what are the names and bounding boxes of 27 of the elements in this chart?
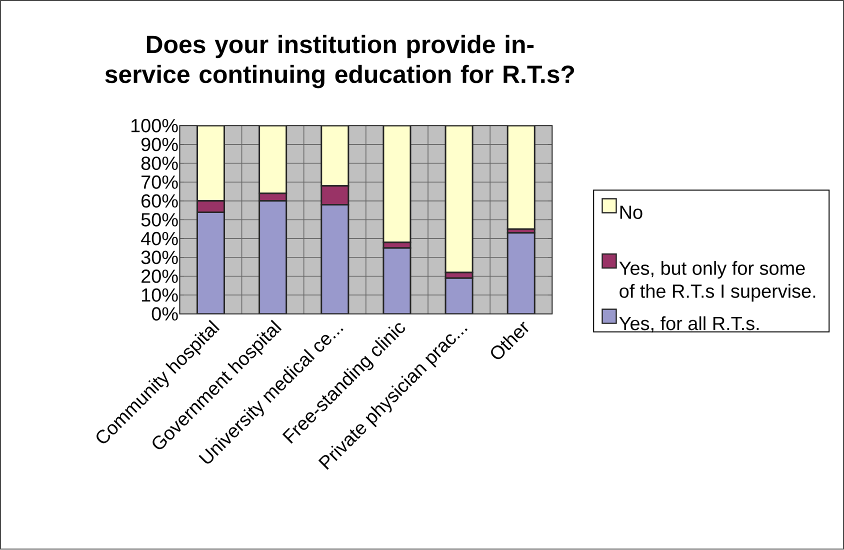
y-tick-label: 90% <box>141 138 178 152</box>
legend-label: Yes, but only for some of the R.T.s I supervise. <box>619 261 816 302</box>
legend-label: No <box>620 206 642 220</box>
y-tick-label: 30% <box>141 250 178 264</box>
chart-title: Does your institution provide in-service continuing education for R.T.s? <box>105 35 574 88</box>
y-tick-label: 80% <box>141 156 178 170</box>
bar <box>444 278 474 314</box>
y-tick-label: 100% <box>131 119 178 133</box>
y-tick-label: 60% <box>142 194 178 208</box>
bar <box>506 232 536 314</box>
y-tick-label: 0% <box>152 307 178 321</box>
bar <box>258 126 288 194</box>
bar <box>382 247 412 314</box>
y-tick-label: 40% <box>141 232 178 246</box>
bar <box>382 126 412 244</box>
bar <box>320 126 350 187</box>
bar <box>444 126 474 274</box>
bar <box>258 200 288 314</box>
bar <box>196 212 226 314</box>
y-tick-label: 50% <box>141 213 178 227</box>
y-tick-label: 70% <box>142 176 178 189</box>
bar <box>196 126 226 202</box>
y-tick-label: 10% <box>142 288 178 302</box>
bar <box>320 204 350 314</box>
legend-label: Yes, for all R.T.s. <box>619 316 759 333</box>
bar <box>506 126 536 230</box>
y-tick-label: 20% <box>142 270 178 284</box>
